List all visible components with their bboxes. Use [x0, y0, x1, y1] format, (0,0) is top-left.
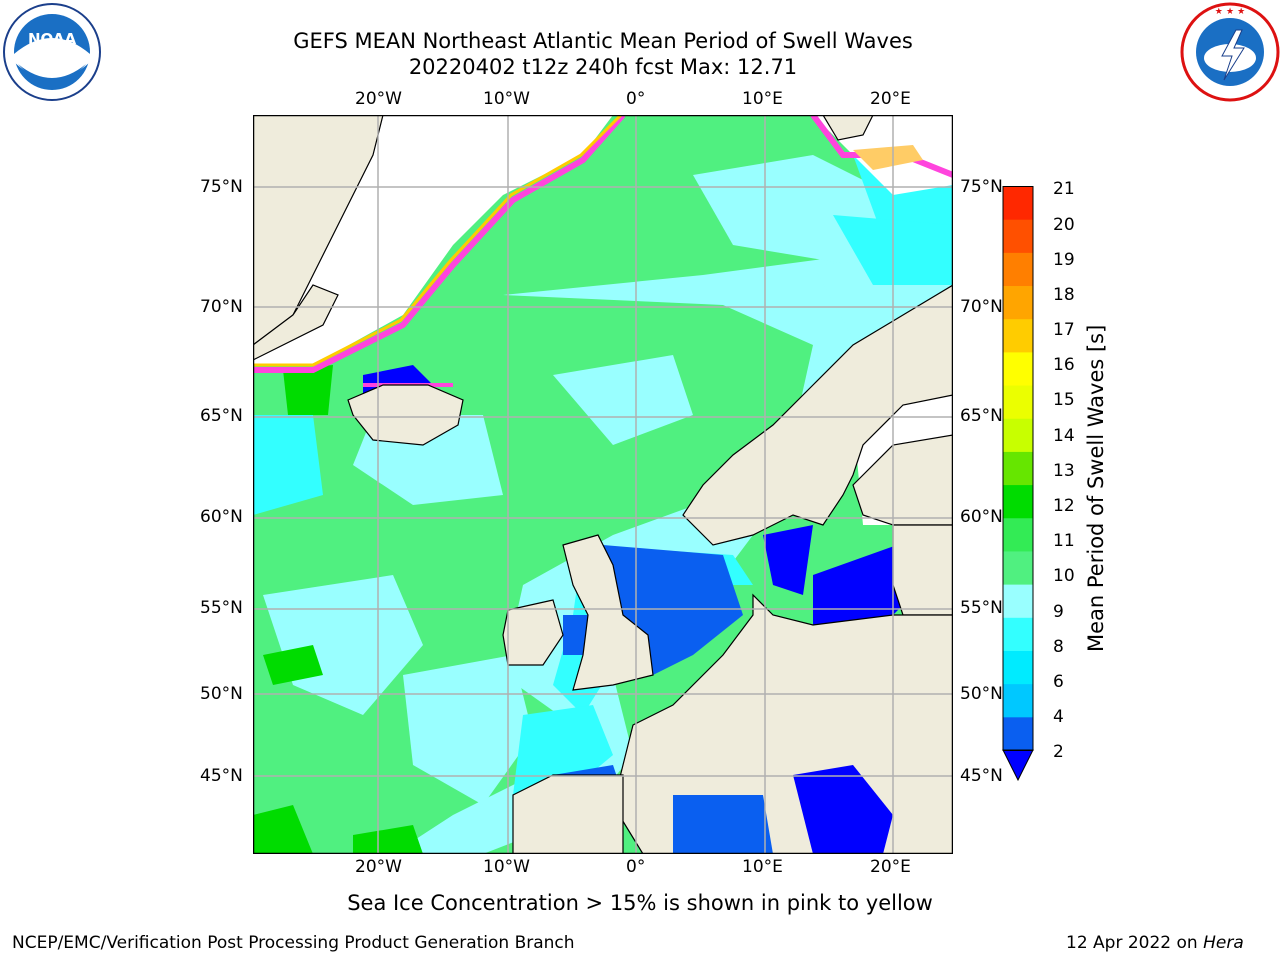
lat-tick-left: 65°N	[200, 406, 243, 426]
colorbar-label: 20	[1053, 215, 1075, 235]
colorbar-label: 6	[1053, 672, 1064, 692]
lat-tick-left: 75°N	[200, 177, 243, 197]
swell-10-11s-region	[253, 365, 423, 854]
lat-tick-left: 60°N	[200, 507, 243, 527]
colorbar-label: 19	[1053, 250, 1075, 270]
colorbar-segment	[1003, 683, 1033, 718]
nws-logo: ★ ★ ★	[1180, 2, 1280, 102]
colorbar-label: 13	[1053, 461, 1075, 481]
footer-host: Hera	[1203, 933, 1244, 953]
colorbar-segment	[1003, 252, 1033, 287]
map-title: GEFS MEAN Northeast Atlantic Mean Period…	[293, 29, 913, 53]
colorbar-label: 14	[1053, 426, 1075, 446]
footer-date: 12 Apr 2022 on Hera	[1066, 933, 1244, 953]
colorbar-segment	[1003, 484, 1033, 519]
lat-tick-right: 75°N	[960, 177, 1003, 197]
colorbar-label: 15	[1053, 390, 1075, 410]
colorbar-segment	[1003, 418, 1033, 452]
colorbar-segment	[1003, 716, 1033, 751]
lon-tick-bottom: 10°E	[742, 857, 783, 877]
colorbar-segment	[1003, 550, 1033, 585]
lon-tick-top: 10°E	[742, 89, 783, 109]
lon-tick-top: 20°W	[355, 89, 402, 109]
svg-text:NOAA: NOAA	[28, 30, 77, 48]
colorbar-label: 4	[1053, 707, 1064, 727]
lat-tick-left: 70°N	[200, 297, 243, 317]
colorbar-segment	[1003, 617, 1033, 651]
lat-tick-left: 55°N	[200, 598, 243, 618]
map-subtitle: 20220402 t12z 240h fcst Max: 12.71	[408, 55, 798, 79]
noaa-logo: NOAA	[2, 2, 102, 102]
lat-tick-right: 50°N	[960, 684, 1003, 704]
colorbar-label: 18	[1053, 285, 1075, 305]
colorbar	[1002, 186, 1034, 782]
land	[253, 115, 953, 854]
footer-credit: NCEP/EMC/Verification Post Processing Pr…	[12, 933, 575, 953]
colorbar-label: 8	[1053, 637, 1064, 657]
colorbar-segment	[1003, 318, 1033, 353]
lat-tick-left: 50°N	[200, 684, 243, 704]
colorbar-segment	[1003, 219, 1033, 253]
lon-tick-bottom: 20°E	[870, 857, 911, 877]
lat-tick-right: 55°N	[960, 598, 1003, 618]
colorbar-label: 16	[1053, 355, 1075, 375]
lon-tick-top: 10°W	[483, 89, 530, 109]
colorbar-border	[1002, 186, 1034, 751]
map-panel	[253, 115, 953, 854]
colorbar-segment	[1003, 285, 1033, 320]
lat-tick-right: 45°N	[960, 766, 1003, 786]
colorbar-extend-arrow	[1002, 749, 1034, 782]
lon-tick-bottom: 0°	[626, 857, 646, 877]
sea-ice-caption: Sea Ice Concentration > 15% is shown in …	[347, 891, 933, 915]
colorbar-title: Mean Period of Swell Waves [s]	[1084, 324, 1108, 652]
colorbar-segment	[1003, 351, 1033, 386]
lon-tick-top: 0°	[626, 89, 646, 109]
colorbar-segment	[1003, 584, 1033, 618]
lat-tick-right: 70°N	[960, 297, 1003, 317]
colorbar-segment	[1003, 650, 1033, 685]
colorbar-segment	[1003, 186, 1033, 220]
colorbar-label: 12	[1053, 496, 1075, 516]
lat-tick-right: 65°N	[960, 406, 1003, 426]
colorbar-label: 11	[1053, 531, 1075, 551]
lat-tick-right: 60°N	[960, 507, 1003, 527]
colorbar-label: 10	[1053, 566, 1075, 586]
graticule	[253, 115, 953, 854]
colorbar-segment	[1003, 517, 1033, 552]
svg-text:★ ★ ★: ★ ★ ★	[1215, 7, 1245, 17]
colorbar-segment	[1003, 385, 1033, 419]
lon-tick-bottom: 20°W	[355, 857, 402, 877]
lon-tick-bottom: 10°W	[483, 857, 530, 877]
colorbar-segment	[1003, 451, 1033, 486]
lat-tick-left: 45°N	[200, 766, 243, 786]
colorbar-label: 9	[1053, 602, 1064, 622]
footer-date-text: 12 Apr 2022 on	[1066, 933, 1204, 953]
colorbar-label: 2	[1053, 742, 1064, 762]
colorbar-label: 21	[1053, 179, 1075, 199]
lon-tick-top: 20°E	[870, 89, 911, 109]
colorbar-label: 17	[1053, 320, 1075, 340]
